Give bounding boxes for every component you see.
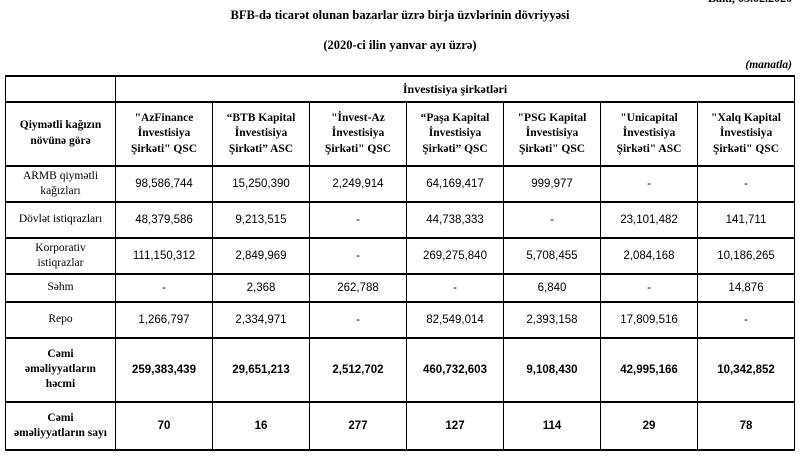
value-cell: 48,379,586: [115, 200, 213, 239]
row-label: Repo: [5, 300, 116, 339]
value-cell: 82,549,014: [406, 300, 504, 339]
value-cell: -: [696, 165, 796, 203]
report-title: BFB-də ticarət olunan bazarlar üzrə birj…: [230, 8, 570, 22]
value-cell: -: [600, 272, 698, 303]
value-cell: 114: [503, 400, 601, 451]
value-cell: -: [406, 272, 504, 303]
value-cell: 17,809,516: [600, 300, 698, 339]
unit-note: (manatla): [745, 59, 792, 71]
row-repo: Repo 1,266,797 2,334,971 - 82,549,014 2,…: [5, 300, 796, 339]
value-cell: 2,334,971: [212, 300, 310, 339]
report-subtitle: (2020-ci ilin yanvar ayı üzrə): [323, 38, 477, 52]
row-total-count: Cəmi əməliyyatların sayı 70 16 277 127 1…: [5, 400, 796, 451]
value-cell: -: [115, 272, 213, 303]
company-header-azfinance: "AzFinance İnvestisiya Şirkəti" QSC: [115, 101, 213, 167]
value-cell: 141,711: [696, 200, 796, 239]
value-cell: 111,150,312: [115, 236, 213, 275]
value-cell: 277: [309, 400, 407, 451]
row-sehm: Səhm - 2,368 262,788 - 6,840 - 14,876: [5, 272, 796, 303]
value-cell: -: [503, 200, 601, 239]
value-cell: -: [309, 236, 407, 275]
value-cell: 1,266,797: [115, 300, 213, 339]
value-cell: 2,393,158: [503, 300, 601, 339]
group-header-cell: İnvestisiya şirkətləri: [114, 75, 796, 103]
value-cell: 5,708,455: [503, 236, 601, 275]
value-cell: 2,512,702: [309, 336, 407, 403]
company-header-btb: “BTB Kapital İnvestisiya Şirkəti” ASC: [212, 101, 310, 167]
value-cell: 10,342,852: [696, 336, 796, 403]
value-cell: 127: [406, 400, 504, 451]
row-korporativ: Korporativ istiqrazlar 111,150,312 2,849…: [5, 236, 796, 275]
value-cell: -: [600, 165, 698, 203]
value-cell: 269,275,840: [406, 236, 504, 275]
value-cell: 460,732,603: [406, 336, 504, 403]
value-cell: 78: [696, 400, 796, 451]
value-cell: 999,977: [503, 165, 601, 203]
row-label: Cəmi əməliyyatların həcmi: [5, 336, 116, 403]
value-cell: 9,108,430: [503, 336, 601, 403]
company-header-pasha: “Paşa Kapital İnvestisiya Şirkəti” QSC: [406, 101, 504, 167]
company-header-unicapital: "Unicapital İnvestisiya Şirkəti" ASC: [600, 101, 698, 167]
row-label: Korporativ istiqrazlar: [5, 236, 116, 275]
row-armb: ARMB qiymətli kağızları 98,586,744 15,25…: [5, 165, 796, 203]
corner-blank-cell: [5, 75, 116, 103]
report-date: Bakı, 05.02.2020: [708, 0, 792, 6]
turnover-table: İnvestisiya şirkətləri Qiymətli kağızın …: [5, 75, 796, 451]
row-label: Səhm: [5, 272, 116, 303]
column-header-row: Qiymətli kağızın növünə görə "AzFinance …: [5, 101, 796, 167]
company-header-xalq: "Xalq Kapital İnvestisiya Şirkəti" QSC: [696, 101, 796, 167]
row-label: Cəmi əməliyyatların sayı: [5, 400, 116, 451]
value-cell: 262,788: [309, 272, 407, 303]
value-cell: 44,738,333: [406, 200, 504, 239]
row-header-label: Qiymətli kağızın növünə görə: [5, 101, 116, 167]
row-total-volume: Cəmi əməliyyatların həcmi 259,383,439 29…: [5, 336, 796, 403]
group-header-row: İnvestisiya şirkətləri: [5, 75, 796, 103]
value-cell: 6,840: [503, 272, 601, 303]
value-cell: 42,995,166: [600, 336, 698, 403]
value-cell: 70: [115, 400, 213, 451]
value-cell: 10,186,265: [696, 236, 796, 275]
row-dovlet: Dövlət istiqrazları 48,379,586 9,213,515…: [5, 200, 796, 239]
value-cell: 259,383,439: [115, 336, 213, 403]
value-cell: 23,101,482: [600, 200, 698, 239]
value-cell: 2,249,914: [309, 165, 407, 203]
company-header-invest-az: "İnvest-Az İnvestisiya Şirkəti" QSC: [309, 101, 407, 167]
value-cell: 2,849,969: [212, 236, 310, 275]
value-cell: -: [696, 300, 796, 339]
value-cell: 98,586,744: [115, 165, 213, 203]
value-cell: 64,169,417: [406, 165, 504, 203]
value-cell: -: [309, 200, 407, 239]
value-cell: 2,368: [212, 272, 310, 303]
value-cell: 29,651,213: [212, 336, 310, 403]
row-label: ARMB qiymətli kağızları: [5, 165, 116, 203]
value-cell: -: [309, 300, 407, 339]
value-cell: 29: [600, 400, 698, 451]
value-cell: 16: [212, 400, 310, 451]
value-cell: 2,084,168: [600, 236, 698, 275]
value-cell: 15,250,390: [212, 165, 310, 203]
report-page: Bakı, 05.02.2020 BFB-də ticarət olunan b…: [5, 0, 796, 451]
company-header-psg: "PSG Kapital İnvestisiya Şirkəti" QSC: [503, 101, 601, 167]
value-cell: 14,876: [696, 272, 796, 303]
row-label: Dövlət istiqrazları: [5, 200, 116, 239]
value-cell: 9,213,515: [212, 200, 310, 239]
